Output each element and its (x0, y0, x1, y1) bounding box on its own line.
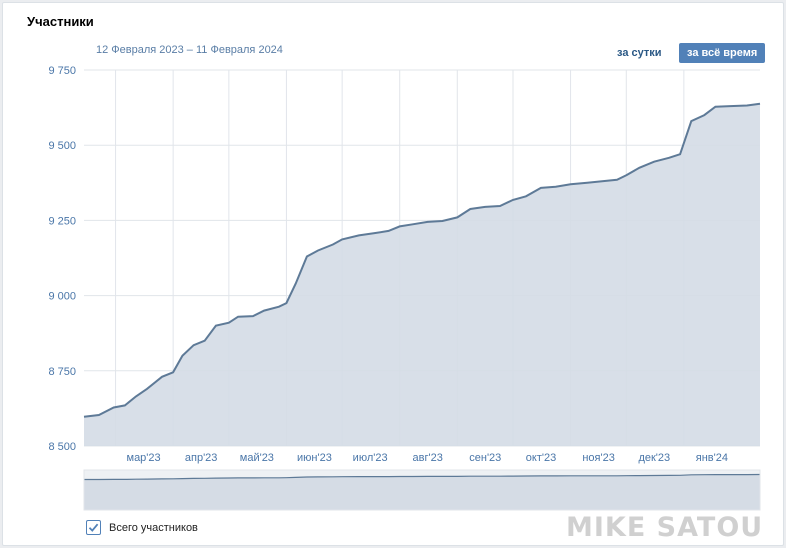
x-tick-label: июн'23 (297, 452, 332, 464)
card-title: Участники (27, 14, 94, 29)
x-tick-label: янв'24 (696, 452, 728, 464)
all-time-button[interactable]: за всё время (679, 43, 766, 63)
x-tick-label: сен'23 (469, 452, 501, 464)
legend-total-members[interactable]: Всего участников (86, 520, 198, 535)
series-area (84, 103, 760, 446)
y-tick-label: 9 250 (48, 215, 76, 227)
x-tick-label: авг'23 (413, 452, 443, 464)
x-axis: мар'23 апр'23 май'23 июн'23 июл'23 авг'23 сен'… (127, 452, 728, 464)
y-tick-label: 9 000 (48, 291, 76, 303)
y-tick-label: 9 500 (48, 140, 76, 152)
x-tick-label: окт'23 (526, 452, 556, 464)
checkbox[interactable] (86, 520, 101, 535)
y-tick-label: 8 750 (48, 366, 76, 378)
y-axis: 8 500 8 750 9 000 9 250 9 500 9 750 (48, 65, 76, 453)
x-tick-label: мар'23 (127, 452, 161, 464)
y-tick-label: 9 750 (48, 65, 76, 77)
x-tick-label: июл'23 (353, 452, 388, 464)
watermark: MIKE SATOU (566, 512, 764, 543)
navigator-line (84, 473, 761, 481)
date-range: 12 Февраля 2023 – 11 Февраля 2024 (96, 44, 283, 56)
navigator-area (84, 474, 760, 510)
x-tick-label: ноя'23 (582, 452, 614, 464)
legend-label: Всего участников (109, 521, 198, 534)
x-tick-label: апр'23 (185, 452, 218, 464)
range-navigator[interactable] (83, 469, 761, 511)
series-line (83, 102, 761, 418)
x-tick-label: май'23 (240, 452, 274, 464)
x-tick-label: дек'23 (638, 452, 670, 464)
navigator-window[interactable] (83, 469, 761, 511)
per-day-button[interactable]: за сутки (617, 47, 662, 59)
y-tick-label: 8 500 (48, 441, 76, 453)
checkmark-icon (88, 523, 99, 532)
